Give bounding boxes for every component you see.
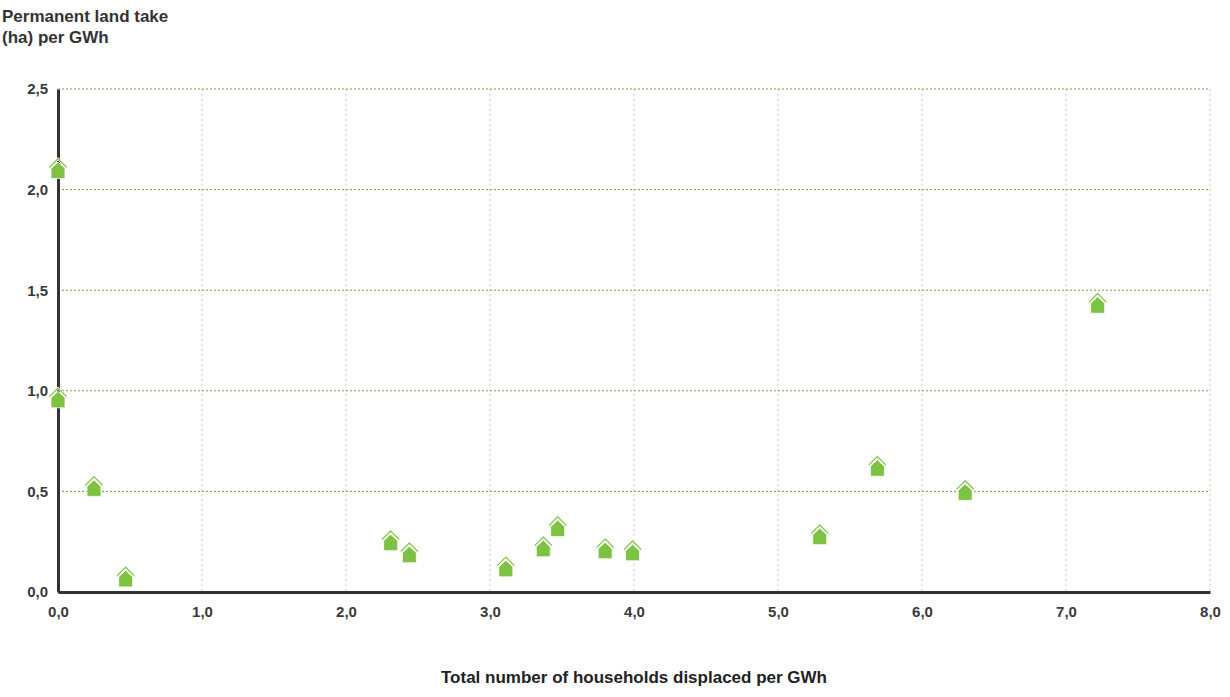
chart: 0,0 1,0 2,0 3,0 4,0 5,0 6,0 7,0 8,0 0,0 0,5 1,0 1,5 2… bbox=[0, 0, 1230, 697]
x-grid-line bbox=[346, 89, 347, 592]
x-tick: 0,0 bbox=[48, 592, 69, 620]
grid bbox=[58, 89, 1210, 592]
y-tick: 1,5 bbox=[27, 282, 58, 299]
y-tick-label: 2,0 bbox=[27, 181, 48, 198]
x-grid-line bbox=[1066, 89, 1067, 592]
y-tick-label: 1,5 bbox=[27, 282, 48, 299]
y-axis-title: Permanent land take(ha) per GWh bbox=[2, 7, 168, 47]
point bbox=[117, 566, 135, 587]
y-tick: 2,5 bbox=[27, 80, 58, 97]
point bbox=[1089, 292, 1107, 313]
x-tick: 7,0 bbox=[1056, 592, 1077, 620]
y-grid-line bbox=[58, 89, 1210, 90]
point bbox=[956, 479, 974, 500]
x-tick-label: 6,0 bbox=[912, 603, 933, 620]
x-tick-label: 5,0 bbox=[768, 603, 789, 620]
point bbox=[49, 157, 67, 178]
y-tick-label: 2,5 bbox=[27, 80, 48, 97]
x-axis-title: Total number of households displaced per… bbox=[441, 668, 827, 687]
y-grid-line bbox=[58, 290, 1210, 291]
point bbox=[534, 536, 552, 557]
x-grid-line bbox=[1210, 89, 1211, 592]
y-tick: 2,0 bbox=[27, 181, 58, 198]
points bbox=[49, 157, 1107, 586]
y-grid-line bbox=[58, 189, 1210, 190]
point bbox=[811, 524, 829, 545]
x-grid-line bbox=[202, 89, 203, 592]
x-tick: 5,0 bbox=[768, 592, 789, 620]
point bbox=[549, 516, 567, 537]
x-tick-label: 1,0 bbox=[192, 603, 213, 620]
y-tick: 0,5 bbox=[27, 483, 58, 500]
x-tick-label: 7,0 bbox=[1056, 603, 1077, 620]
x-axis: 0,0 1,0 2,0 3,0 4,0 5,0 6,0 7,0 8,0 bbox=[48, 592, 1221, 620]
x-tick: 2,0 bbox=[336, 592, 357, 620]
y-tick-label: 1,0 bbox=[27, 382, 48, 399]
x-tick-label: 2,0 bbox=[336, 603, 357, 620]
x-tick-label: 0,0 bbox=[48, 603, 69, 620]
point bbox=[382, 530, 400, 551]
y-axis: 0,0 0,5 1,0 1,5 2,0 2,5 bbox=[27, 80, 58, 600]
point bbox=[596, 538, 614, 559]
y-tick-label: 0,5 bbox=[27, 483, 48, 500]
point bbox=[400, 542, 418, 563]
plot: 0,0 1,0 2,0 3,0 4,0 5,0 6,0 7,0 8,0 0,0 0,5 1,0 1,5 2… bbox=[27, 80, 1221, 619]
x-tick: 4,0 bbox=[624, 592, 645, 620]
x-axis-line bbox=[59, 591, 1211, 594]
x-grid-line bbox=[922, 89, 923, 592]
x-grid-line bbox=[634, 89, 635, 592]
x-tick-label: 8,0 bbox=[1200, 603, 1221, 620]
y-grid-line bbox=[58, 491, 1210, 492]
y-grid-line bbox=[58, 592, 1210, 593]
x-tick: 8,0 bbox=[1200, 592, 1221, 620]
y-tick: 0,0 bbox=[27, 583, 58, 600]
x-grid-line bbox=[778, 89, 779, 592]
point bbox=[624, 540, 642, 561]
x-tick: 1,0 bbox=[192, 592, 213, 620]
y-tick-label: 0,0 bbox=[27, 583, 48, 600]
x-tick: 6,0 bbox=[912, 592, 933, 620]
point bbox=[868, 455, 886, 476]
x-grid-line bbox=[490, 89, 491, 592]
x-tick-label: 4,0 bbox=[624, 603, 645, 620]
x-tick: 3,0 bbox=[480, 592, 501, 620]
point bbox=[497, 556, 515, 577]
x-tick-label: 3,0 bbox=[480, 603, 501, 620]
point bbox=[85, 475, 103, 496]
point bbox=[49, 387, 67, 408]
y-grid-line bbox=[58, 390, 1210, 391]
